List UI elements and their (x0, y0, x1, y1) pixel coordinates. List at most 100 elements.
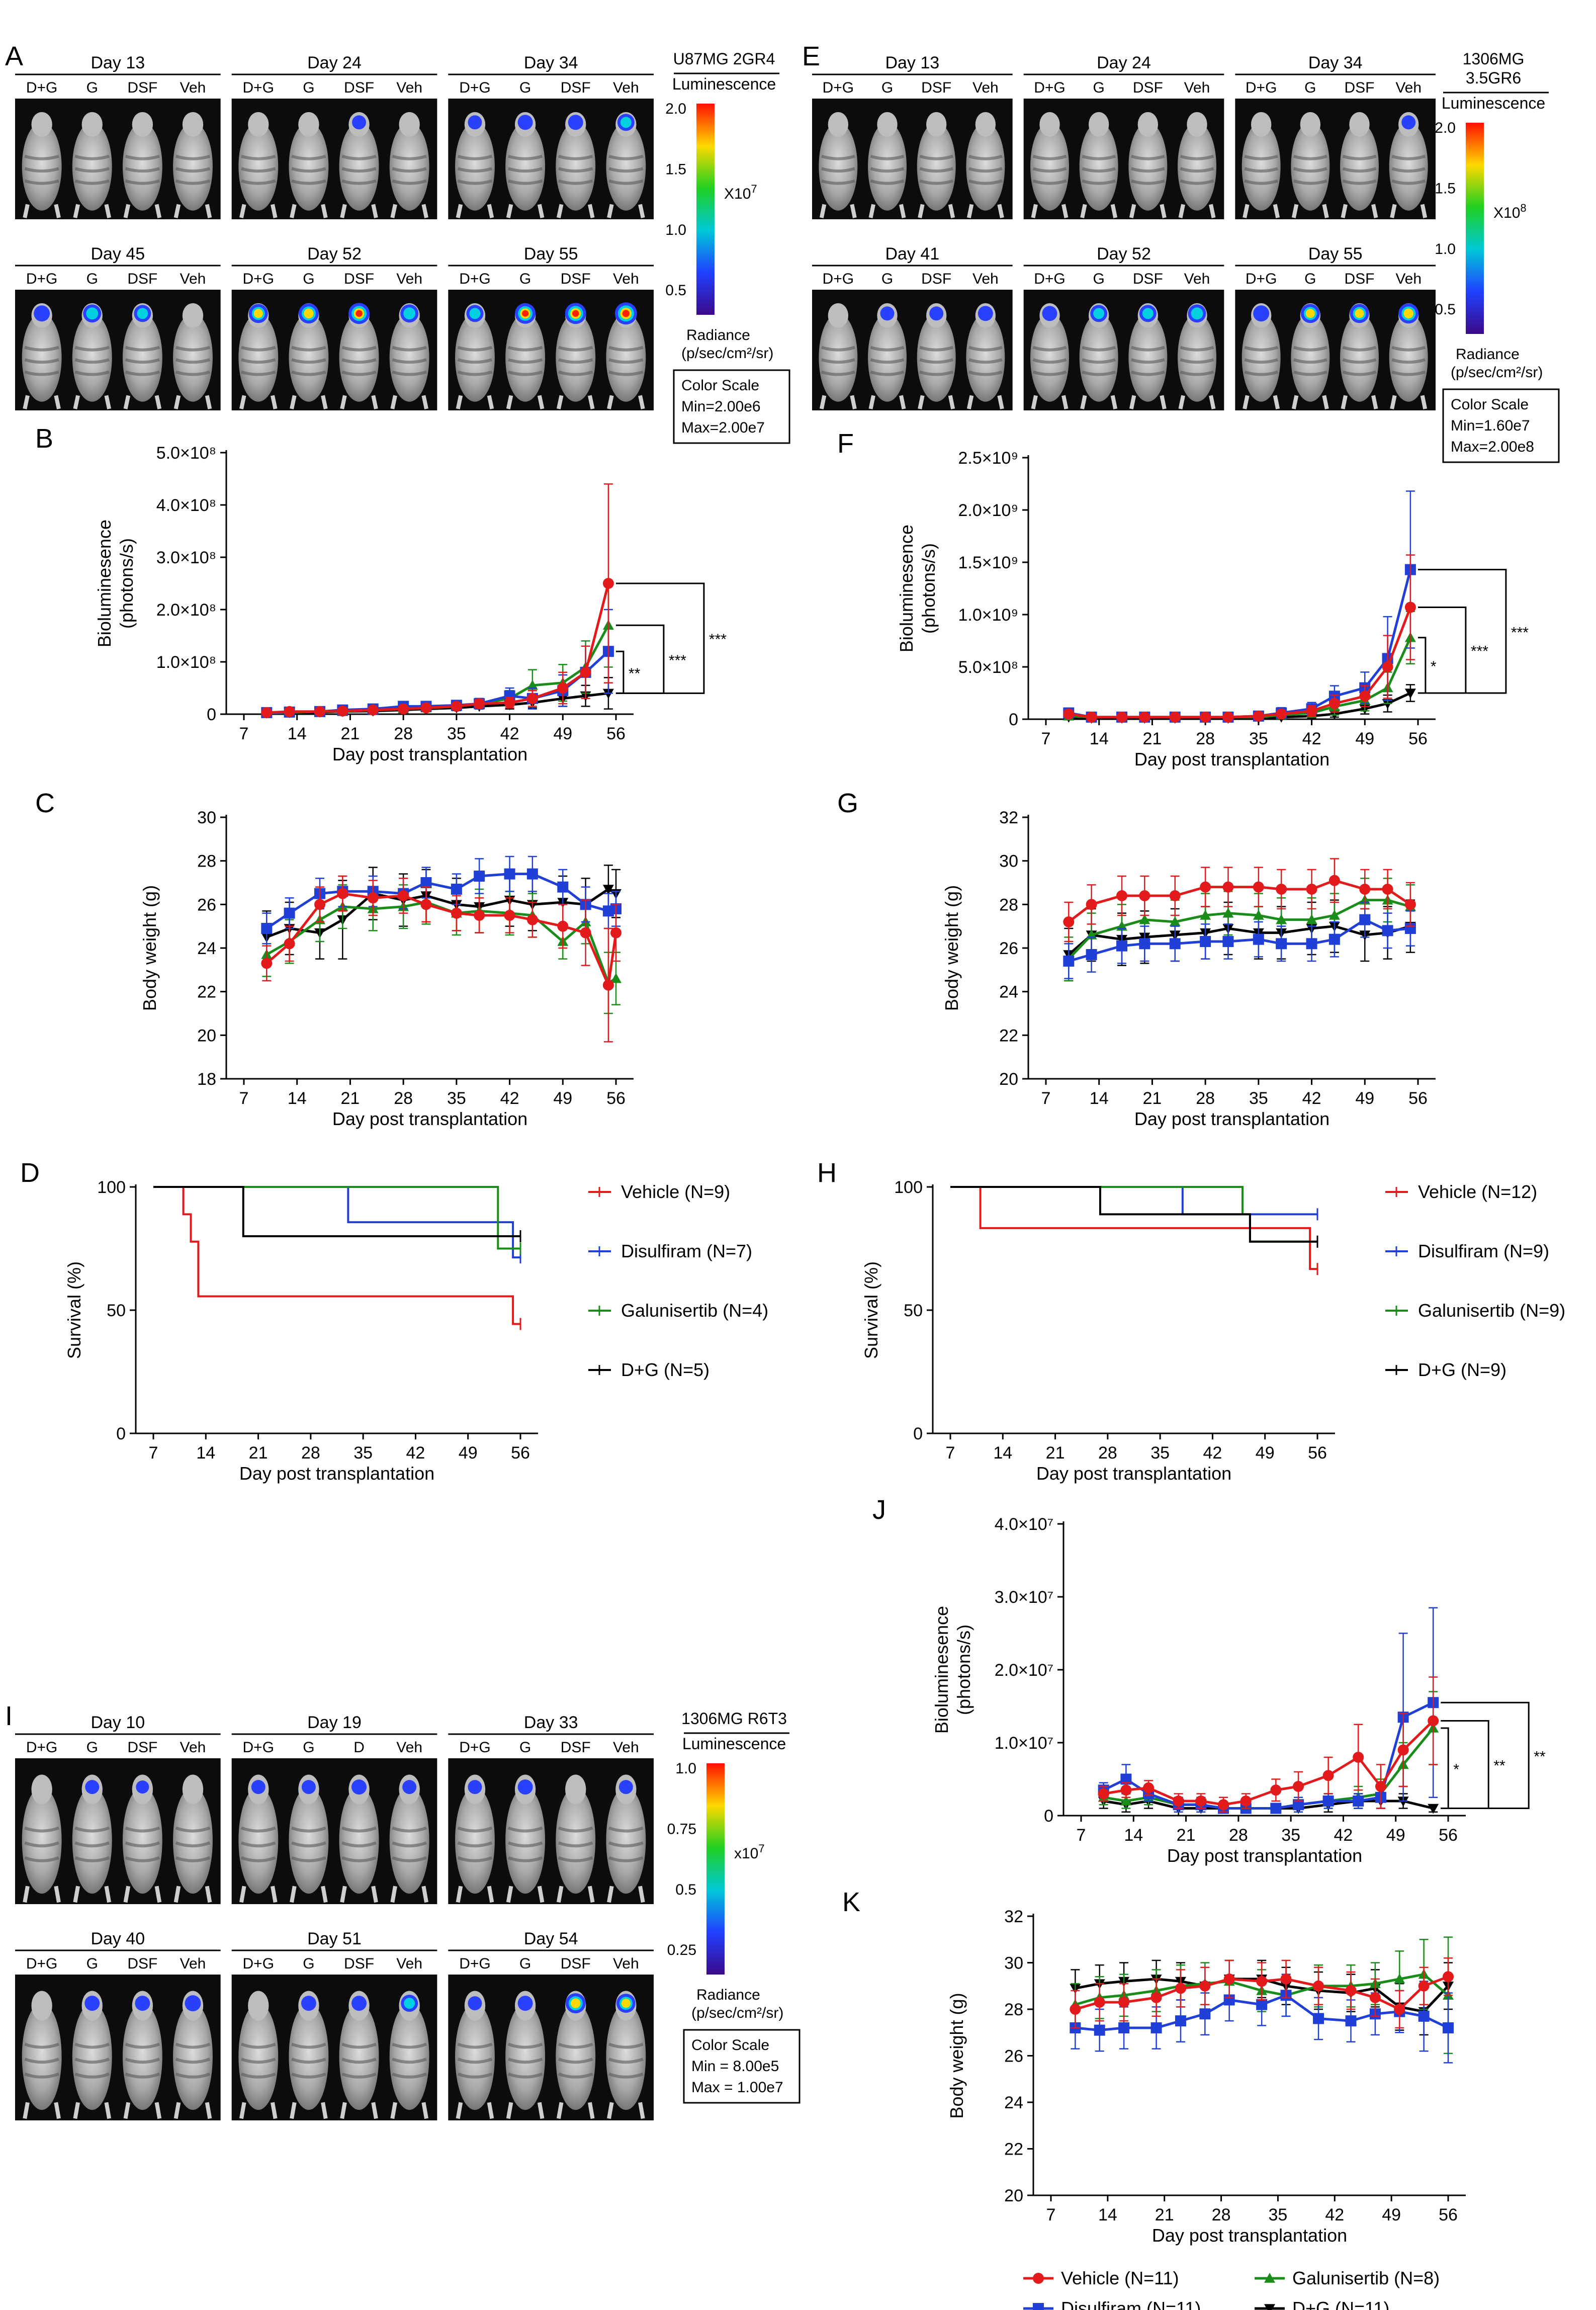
mouse-stripe (74, 346, 110, 352)
mouse-stripe (74, 1841, 110, 1848)
mouse (173, 112, 213, 218)
mouse (1291, 303, 1330, 409)
x-tick-label: 7 (149, 1443, 158, 1463)
mouse-stripe (507, 358, 543, 364)
legend-label: D+G (N=9) (1418, 1359, 1506, 1380)
mouse-body (1242, 313, 1281, 402)
x-tick-label: 49 (553, 1089, 572, 1108)
mouse-body (173, 122, 213, 211)
mouse-leg (321, 395, 328, 409)
mouse-stripe (240, 1856, 276, 1862)
mouse-stripe (240, 2042, 276, 2049)
mouse-stripe (558, 1856, 593, 1862)
series-vehicle (261, 483, 614, 718)
mouse-leg (290, 395, 297, 409)
mouse-leg (271, 204, 278, 218)
mouse-stripe (1082, 154, 1116, 160)
signal-spot (517, 1779, 533, 1795)
mouse-stripe (1293, 167, 1327, 173)
y-tick-label: 22 (1004, 2140, 1023, 2159)
signal-spot (1403, 308, 1413, 319)
mouse-leg (638, 2102, 645, 2119)
signal-spot (570, 1998, 581, 2008)
x-tick-label: 28 (394, 1089, 413, 1108)
mouse-head (182, 1774, 204, 1805)
color-scale-text: Color Scale (691, 2037, 769, 2054)
mouse-stripe (919, 370, 954, 376)
imaging-panel-I: I Day 10 D+G G DSF Veh Day 19 D+G G D Veh Day 33 D+G… (5, 1701, 801, 2120)
group-label: D+G (243, 79, 275, 96)
y-axis-label: Bioluminesence (94, 520, 115, 647)
legend-label: Galunisertib (N=9) (1418, 1300, 1565, 1321)
day-label: Day 13 (885, 53, 939, 72)
mouse-leg (638, 395, 645, 409)
mouse (1242, 112, 1281, 218)
mouse-stripe (821, 179, 855, 185)
signal-spot (85, 1780, 100, 1794)
mouse-head (1251, 112, 1272, 137)
mouse-stripe (821, 370, 855, 376)
mouse (389, 1991, 429, 2119)
x-tick-label: 49 (1386, 1826, 1405, 1845)
color-scale-text: Max=2.00e7 (681, 419, 765, 436)
mouse-leg (340, 395, 347, 409)
signal-spot (351, 1996, 367, 2011)
mouse-stripe (1180, 346, 1214, 352)
scale-exponent-sup: 7 (758, 1842, 764, 1855)
data-point (1094, 2024, 1105, 2036)
y-axis-label: Body weight (g) (946, 1993, 967, 2118)
x-axis-label: Day post transplantation (1167, 1845, 1362, 1866)
mouse-leg (173, 2102, 181, 2119)
color-scale-text: Min=2.00e6 (681, 398, 761, 415)
mouse-head (298, 112, 319, 137)
mouse-leg (73, 395, 80, 409)
mouse-body (72, 1787, 112, 1894)
mouse-body (505, 2003, 546, 2110)
mouse (173, 303, 213, 409)
data-point (1094, 1997, 1105, 2008)
mouse-leg (819, 395, 827, 409)
mouse-leg (290, 1886, 297, 1903)
data-point (1270, 1803, 1282, 1814)
significance-bracket: *** (1417, 569, 1529, 694)
mouse-leg (1061, 204, 1069, 218)
mouse-stripe (341, 1841, 377, 1848)
mouse-leg (271, 2102, 278, 2119)
group-label: DSF (1133, 271, 1163, 287)
mouse-stripe (1180, 370, 1214, 376)
day-label: Day 10 (91, 1713, 145, 1732)
data-point (1418, 1980, 1430, 1992)
mouse-stripe (392, 179, 427, 185)
significance-bracket: *** (615, 582, 727, 694)
x-tick-label: 42 (500, 1089, 519, 1108)
bracket-line (1441, 1727, 1449, 1809)
mouse-leg (421, 395, 428, 409)
significance-bracket: ** (1441, 1720, 1505, 1809)
signal-spot (1191, 307, 1203, 320)
mouse-stripe (1032, 370, 1067, 376)
mouse-body (389, 313, 429, 402)
data-point (557, 920, 569, 932)
mouse-head (1300, 112, 1321, 137)
mouse-stripe (1032, 154, 1067, 160)
mouse-head (828, 112, 848, 137)
mouse-stripe (24, 179, 59, 185)
mouse-leg (1160, 395, 1167, 409)
data-point (398, 890, 409, 901)
mouse-stripe (241, 154, 276, 160)
mouse-body (122, 313, 162, 402)
data-point (420, 877, 432, 888)
mouse-stripe (919, 358, 954, 364)
data-point (1200, 711, 1211, 723)
y-tick-label: 50 (904, 1301, 923, 1320)
x-tick-label: 35 (1269, 2205, 1288, 2225)
mouse-leg (154, 395, 162, 409)
mouse-leg (371, 204, 378, 218)
mouse-leg (1371, 395, 1378, 409)
x-tick-label: 7 (946, 1443, 955, 1463)
mouse-stripe (175, 167, 211, 173)
mouse-body (72, 2003, 112, 2110)
mouse-leg (918, 395, 925, 409)
data-point (1353, 1795, 1364, 1807)
group-label: D+G (1034, 79, 1066, 96)
